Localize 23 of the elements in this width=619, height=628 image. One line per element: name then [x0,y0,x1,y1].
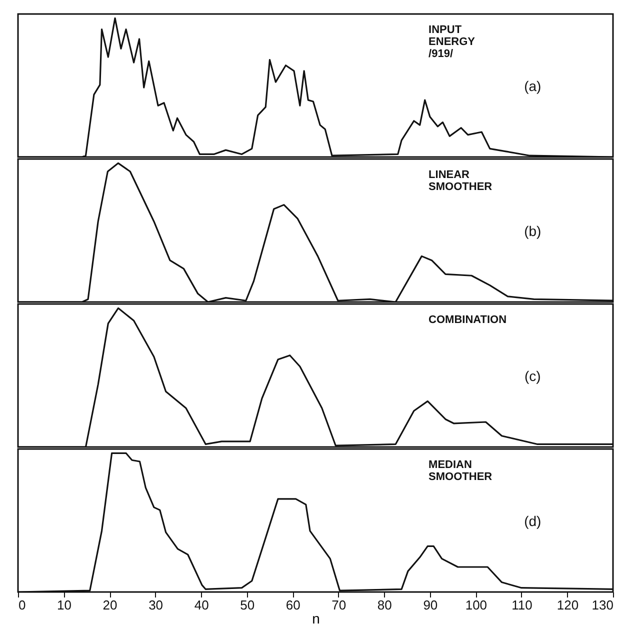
x-tick-label: 40 [194,598,209,612]
x-tick-label: 10 [57,598,72,612]
x-tick-label: 60 [286,598,300,612]
x-tick-label: 30 [148,598,164,612]
x-tick-label: 50 [240,598,255,612]
annotation: (a) [524,78,542,94]
x-axis-title: n [312,610,320,626]
annotation: (c) [524,368,541,384]
x-tick-label: 120 [556,598,579,612]
annotation: (d) [524,512,542,529]
x-tick-label: 70 [332,598,346,612]
x-tick-label: 90 [423,598,438,612]
annotation: INPUT ENERGY /919/ [428,24,476,60]
x-tick-label: 80 [377,598,392,612]
annotation: LINEAR SMOOTHER [428,169,492,193]
annotation: (b) [524,222,542,239]
annotation: COMBINATION [428,314,507,326]
x-tick-label: 130 [592,598,614,612]
x-tick-label: 110 [512,598,532,612]
annotation: MEDIAN SMOOTHER [428,459,492,483]
x-tick-label: 0 [18,598,26,612]
x-tick-label: 20 [102,598,118,612]
x-tick-label: 100 [465,598,488,612]
